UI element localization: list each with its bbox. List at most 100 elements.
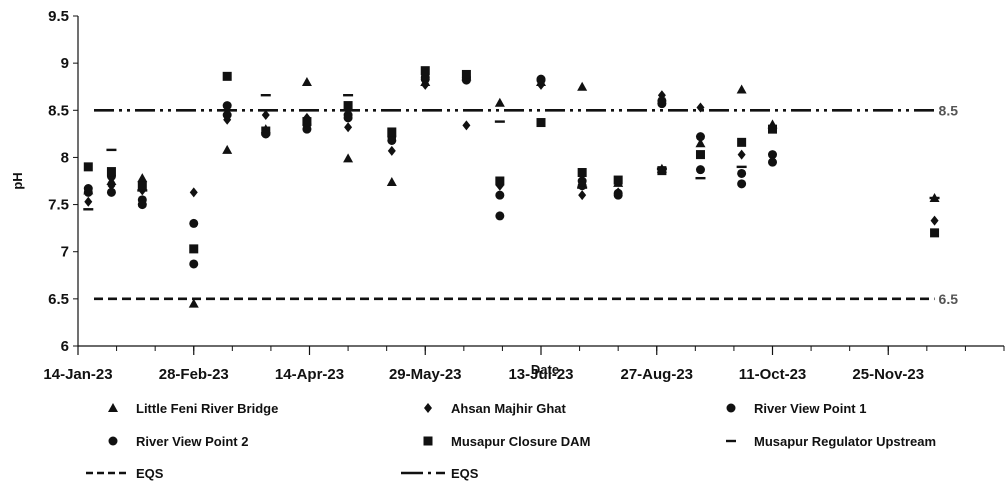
data-point xyxy=(106,167,116,177)
legend-marker xyxy=(726,403,736,413)
series-river-view-point-2 xyxy=(83,72,777,269)
series-little-feni-river-bridge xyxy=(83,71,940,308)
x-tick-label: 11-Oct-23 xyxy=(739,366,807,383)
x-tick-label: 14-Apr-23 xyxy=(275,366,344,383)
legend-label: River View Point 2 xyxy=(136,434,248,449)
data-point xyxy=(189,259,199,269)
data-point xyxy=(344,122,353,133)
data-point xyxy=(137,173,148,183)
y-axis-title: pH xyxy=(10,172,25,189)
legend-marker xyxy=(726,439,736,443)
data-point xyxy=(343,101,353,111)
series-river-view-point-1 xyxy=(83,72,777,228)
x-tick-label: 29-May-23 xyxy=(389,366,462,383)
data-point xyxy=(261,126,271,136)
y-tick-label: 9.5 xyxy=(48,8,69,25)
legend-label: Little Feni River Bridge xyxy=(136,401,278,416)
data-point xyxy=(613,188,623,198)
data-point xyxy=(695,132,705,142)
data-point xyxy=(737,149,746,160)
data-point xyxy=(577,186,588,189)
data-point xyxy=(83,162,93,172)
data-point xyxy=(495,211,505,221)
data-point xyxy=(343,153,354,163)
x-axis-title: Date xyxy=(531,362,559,377)
x-axis-ticks: 14-Jan-23 28-Feb-23 14-Apr-23 29-May-23 13-J… xyxy=(43,346,1005,383)
data-point xyxy=(536,118,546,128)
data-point xyxy=(137,189,148,192)
legend-item: Ahsan Majhir Ghat xyxy=(424,401,567,416)
legend-item: Little Feni River Bridge xyxy=(108,401,278,416)
data-point xyxy=(930,215,939,226)
y-tick-label: 7.5 xyxy=(48,197,69,214)
data-point xyxy=(613,175,623,185)
data-point xyxy=(222,101,232,111)
data-point xyxy=(737,168,747,178)
legend-item: Musapur Regulator Upstream xyxy=(726,434,936,449)
data-point xyxy=(387,145,396,156)
x-tick-label: 28-Feb-23 xyxy=(159,366,229,383)
data-point xyxy=(106,148,117,152)
data-point xyxy=(495,190,505,200)
eqs-value-label: 8.5 xyxy=(939,102,959,118)
data-point xyxy=(462,120,471,131)
x-tick-label: 13-Jul-23 xyxy=(508,366,573,383)
data-point xyxy=(495,176,505,186)
data-point xyxy=(737,179,747,189)
data-point xyxy=(222,144,233,154)
data-point xyxy=(188,298,199,308)
data-point xyxy=(343,113,353,123)
data-point xyxy=(222,71,232,81)
legend-item: River View Point 1 xyxy=(726,401,866,416)
x-tick-label: 25-Nov-23 xyxy=(852,366,924,383)
series-musapur-regulator-upstream xyxy=(83,94,940,211)
data-point xyxy=(929,196,940,200)
data-point xyxy=(461,69,471,79)
data-point xyxy=(261,110,270,120)
y-tick-label: 6.5 xyxy=(48,291,69,308)
data-point xyxy=(494,97,505,107)
data-point xyxy=(577,168,587,178)
y-tick-label: 8 xyxy=(61,149,69,166)
data-point xyxy=(695,165,705,175)
y-tick-label: 7 xyxy=(61,244,69,261)
y-tick-label: 8.5 xyxy=(48,102,69,119)
series-ahsan-majhir-ghat xyxy=(84,79,939,226)
data-point xyxy=(302,117,312,127)
data-point xyxy=(695,138,706,148)
legend-marker xyxy=(108,403,118,412)
data-point xyxy=(494,120,505,123)
data-point xyxy=(657,166,667,176)
legend-marker xyxy=(423,436,433,446)
data-point xyxy=(768,150,777,160)
data-point xyxy=(387,135,397,145)
data-point xyxy=(222,110,232,120)
data-point xyxy=(577,81,588,91)
legend-label: River View Point 1 xyxy=(754,401,866,416)
data-point xyxy=(736,84,747,94)
legend-marker xyxy=(108,436,118,446)
data-point xyxy=(83,184,93,194)
y-tick-label: 6 xyxy=(61,338,69,355)
data-points xyxy=(83,66,940,308)
legend-label: Musapur Closure DAM xyxy=(451,434,590,449)
data-point xyxy=(577,181,587,191)
data-point xyxy=(83,208,94,211)
data-point xyxy=(302,124,312,134)
data-point xyxy=(768,124,777,134)
data-point xyxy=(137,181,147,191)
data-point xyxy=(107,180,116,191)
series-musapur-closure-dam xyxy=(83,66,940,254)
legend: Little Feni River Bridge Ahsan Majhir Gha… xyxy=(86,401,936,481)
data-point xyxy=(189,187,198,198)
legend-label: EQS xyxy=(136,466,164,481)
legend-marker xyxy=(424,403,432,413)
legend-item: EQS xyxy=(401,466,479,481)
data-point xyxy=(386,176,397,186)
data-point xyxy=(768,157,777,167)
eqs-value-label: 6.5 xyxy=(939,291,959,307)
legend-item: Musapur Closure DAM xyxy=(423,434,590,449)
data-point xyxy=(106,187,116,197)
legend-item: River View Point 2 xyxy=(108,434,248,449)
